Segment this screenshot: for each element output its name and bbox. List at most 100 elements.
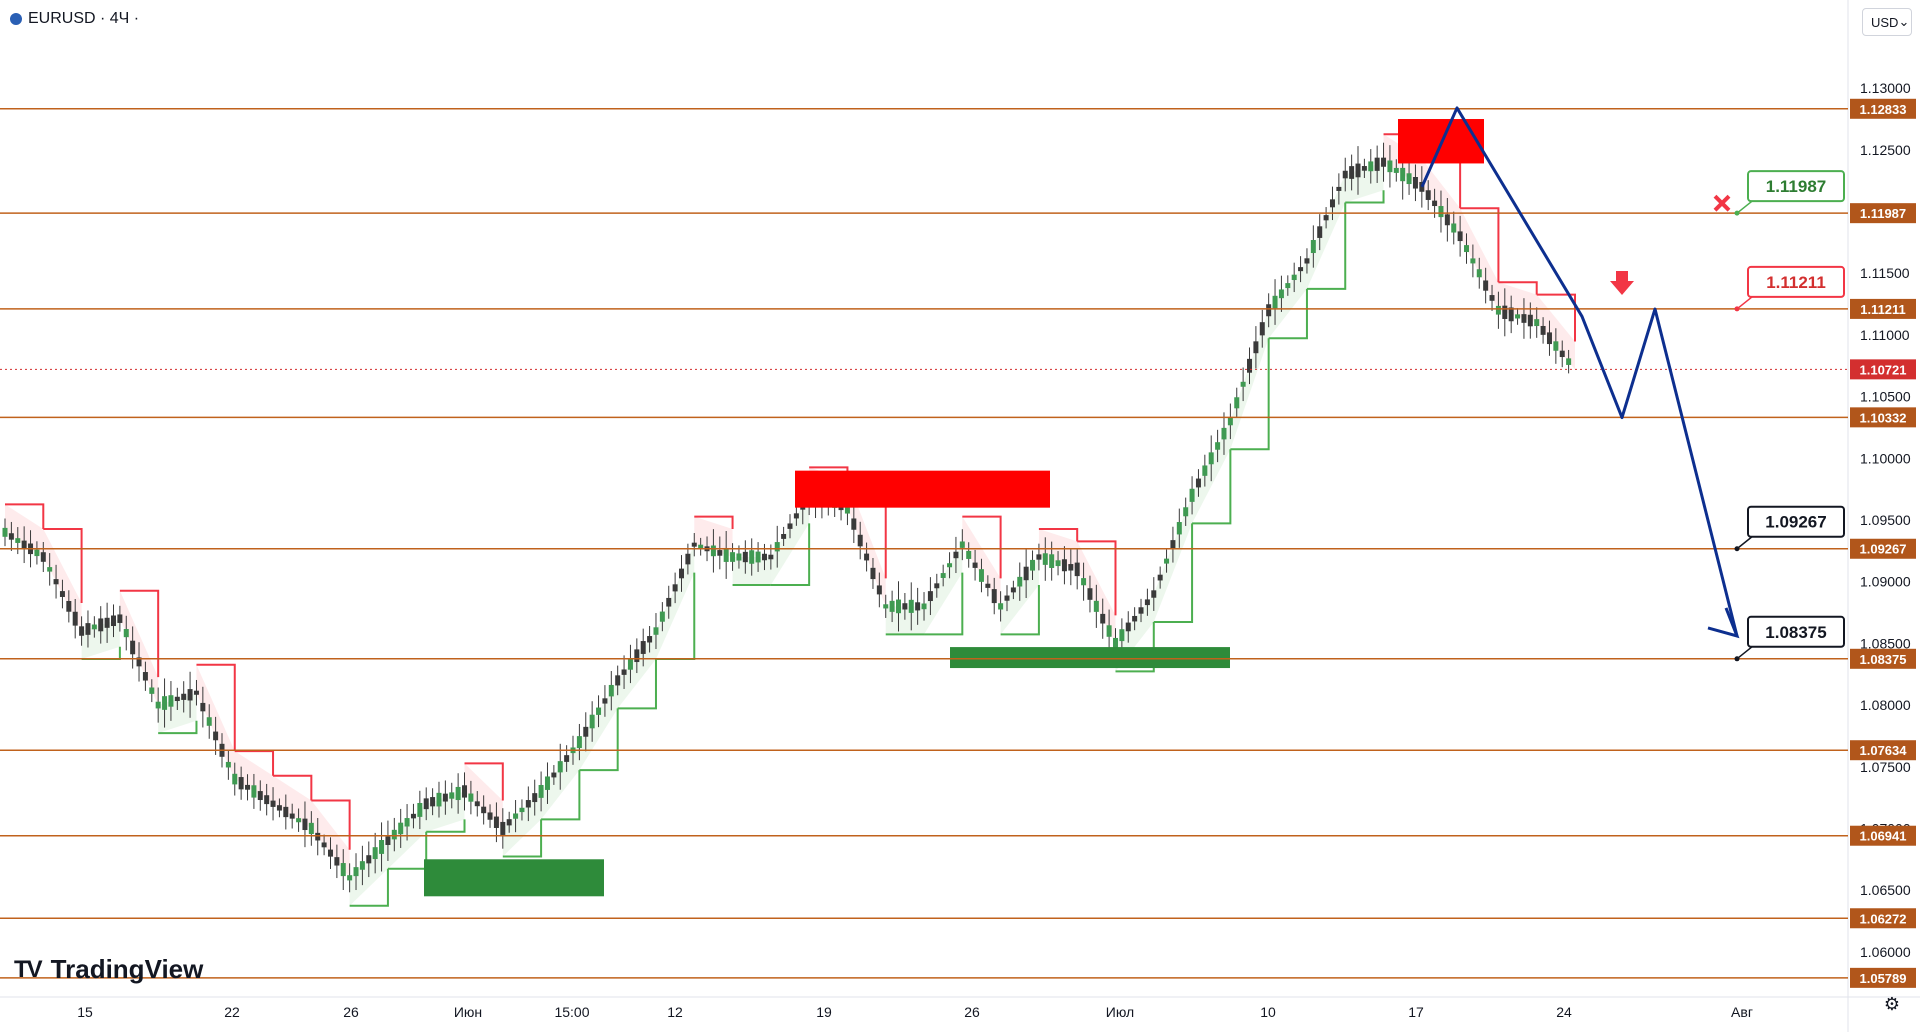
candle-body-140 [895,599,901,614]
candle-body-186 [1189,488,1195,502]
candle-body-200 [1278,289,1284,299]
band-line-8 [311,799,351,850]
band-line-25 [962,515,1002,579]
callout-box-2 [1747,505,1845,538]
callout-label-0: 1.11987 [1766,177,1827,196]
candle-body-81 [519,807,525,813]
candle-body-97 [621,669,627,675]
current-price-label: 1.10721 [1860,362,1907,377]
candle-body-211 [1349,166,1355,179]
band-line-29 [1115,622,1155,673]
candle-body-82 [525,800,531,808]
candle-body-225 [1438,206,1444,218]
candle-body-222 [1419,181,1425,192]
candle-body-84 [538,784,544,798]
candle-body-194 [1240,381,1246,387]
candle-body-143 [915,602,921,611]
candle-body-0 [2,527,8,537]
candle-body-25 [162,696,168,710]
candle-body-147 [940,573,946,578]
candle-body-149 [953,551,959,559]
candle-body-8 [53,579,59,585]
tv-logo-icon: TV [14,955,43,983]
currency-select[interactable]: USD ⌄ [1862,8,1912,36]
y-tick-label-14: 1.06000 [1860,944,1911,960]
level-label-bg-9 [1850,967,1916,988]
y-tick-label-10: 1.08000 [1860,697,1911,713]
candle-body-192 [1227,417,1233,426]
candle-body-142 [908,599,914,613]
callout-pointer-1 [1736,296,1753,310]
candle-body-22 [142,672,148,681]
candle-body-137 [876,585,882,595]
candle-body-209 [1336,186,1342,191]
callout-anchor-2 [1734,546,1740,552]
candle-body-80 [513,813,519,819]
candle-body-30 [193,690,199,695]
candle-body-90 [576,736,582,749]
candle-body-50 [321,842,327,848]
level-label-3: 1.10332 [1860,410,1907,425]
candle-body-59 [379,839,385,854]
candle-body-24 [155,701,161,709]
level-label-bg-7 [1850,825,1916,846]
candle-body-94 [602,698,608,704]
candle-body-146 [934,583,940,589]
candle-body-197 [1259,322,1265,336]
candle-body-3 [21,540,27,549]
candle-body-166 [1061,559,1067,572]
callout-pointer-2 [1736,536,1753,550]
candle-body-40 [257,791,263,801]
candle-body-18 [117,614,123,623]
callout-box-1 [1747,265,1845,298]
x-tick-label-1: 22 [224,1004,240,1020]
logo-text: TradingView [50,954,204,984]
candle-body-21 [136,657,142,667]
candle-body-95 [608,684,614,697]
candle-body-226 [1444,214,1450,226]
candle-body-139 [889,600,895,612]
level-label-2: 1.11211 [1860,302,1906,317]
callout-box-0 [1747,170,1845,203]
level-label-bg-0 [1850,98,1916,119]
candle-body-104 [666,597,672,607]
band-segment-39 [1498,282,1537,323]
candle-body-153 [978,569,984,582]
candle-body-68 [436,792,442,807]
candle-body-199 [1272,295,1278,309]
candle-body-242 [1546,332,1552,345]
band-line-39 [1498,281,1538,295]
y-tick-label-3: 1.11500 [1860,265,1910,281]
gear-icon[interactable]: ⚙ [1883,994,1901,1014]
x-tick-label-11: 24 [1556,1004,1572,1020]
candle-body-141 [902,603,908,610]
candle-body-148 [947,563,953,568]
candle-body-15 [98,618,104,632]
candle-body-196 [1253,341,1259,354]
candle-body-240 [1534,319,1540,327]
candle-body-108 [691,542,697,547]
candle-body-167 [1068,564,1074,571]
candle-body-198 [1266,304,1272,317]
candle-body-237 [1515,314,1521,319]
x-tick-label-12: Авг [1731,1004,1753,1020]
candle-body-201 [1285,283,1291,289]
candle-body-238 [1521,314,1527,323]
callout-label-1: 1.11211 [1766,273,1826,292]
candle-body-162 [1036,554,1042,560]
y-tick-label-6: 1.10000 [1860,450,1911,466]
y-tick-label-8: 1.09000 [1860,574,1911,590]
symbol-title[interactable]: EURUSD · 4Ч · [10,10,139,28]
level-label-5: 1.08375 [1860,652,1907,667]
candle-body-158 [1010,587,1016,593]
candle-body-78 [500,821,506,835]
candle-body-19 [123,629,129,638]
y-tick-label-1: 1.12500 [1860,142,1911,158]
level-label-bg-2 [1850,298,1916,319]
level-label-4: 1.09267 [1860,542,1907,557]
band-line-6 [234,750,275,776]
current-price-label-bg [1850,359,1916,380]
x-tick-label-7: 26 [964,1004,980,1020]
candle-body-176 [1125,622,1131,632]
